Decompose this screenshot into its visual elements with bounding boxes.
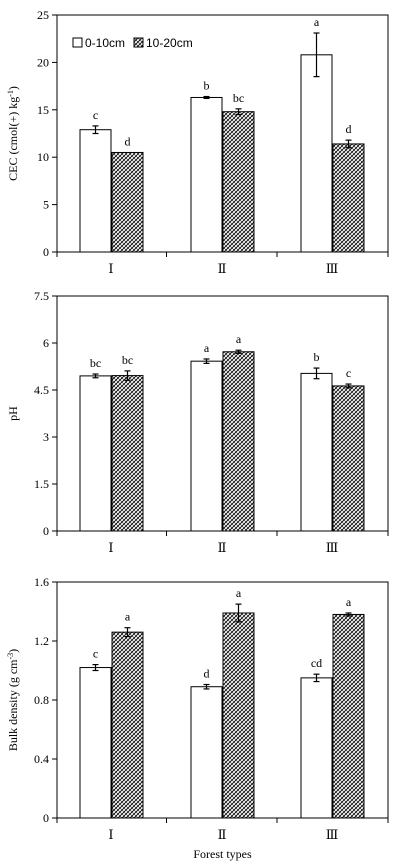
y-tick-label: 6 — [43, 336, 49, 350]
significance-label: d — [204, 667, 210, 681]
y-tick-label: 1.6 — [34, 575, 49, 589]
bar — [79, 129, 112, 253]
bar — [190, 686, 223, 819]
significance-label: cd — [311, 656, 322, 670]
significance-label: c — [93, 647, 98, 661]
significance-label: c — [93, 108, 98, 122]
y-tick-label: 1.5 — [34, 477, 49, 491]
x-tick-label: Ⅰ — [108, 261, 113, 276]
legend-swatch — [133, 37, 144, 48]
y-tick-label: 0 — [43, 245, 49, 259]
legend-swatch — [72, 37, 83, 48]
bar — [300, 677, 333, 819]
y-tick-label: 0.8 — [34, 693, 49, 707]
bar — [222, 612, 255, 819]
bar — [79, 375, 112, 532]
significance-label: bc — [233, 91, 244, 105]
y-tick-label: 0 — [43, 811, 49, 825]
bar — [190, 360, 223, 532]
bar — [79, 667, 112, 819]
significance-label: d — [125, 134, 131, 148]
legend: 0-10cm 10-20cm — [72, 36, 193, 50]
y-tick-label: 0 — [43, 524, 49, 538]
significance-label: b — [204, 79, 210, 93]
y-axis-label: pH — [6, 406, 20, 421]
bar — [111, 375, 144, 532]
x-tick-label: Ⅱ — [218, 540, 227, 555]
significance-label: a — [236, 332, 242, 346]
y-tick-label: 7.5 — [34, 289, 49, 303]
y-axis-label: CEC (cmol(+) kg-1) — [6, 86, 21, 181]
x-tick-label: Ⅲ — [326, 261, 339, 276]
chart-panel-1: 0 5 10 15 20 25 Ⅰ Ⅱ Ⅲ CEC (cmol(+) kg-1) c b a d bc d 0-… — [6, 8, 389, 276]
y-tick-label: 20 — [37, 55, 49, 69]
x-axis-label: Forest types — [193, 847, 252, 861]
significance-label: b — [314, 350, 320, 364]
y-tick-label: 5 — [43, 198, 49, 212]
y-tick-label: 25 — [37, 8, 49, 22]
y-tick-label: 4.5 — [34, 383, 49, 397]
x-tick-label: Ⅱ — [218, 827, 227, 842]
bar — [300, 54, 333, 253]
bar — [332, 385, 365, 532]
significance-label: bc — [90, 356, 101, 370]
x-tick-label: Ⅲ — [326, 827, 339, 842]
significance-label: a — [236, 586, 242, 600]
y-tick-label: 10 — [37, 150, 49, 164]
y-tick-label: 3 — [43, 430, 49, 444]
y-axis-label: Bulk density (g cm-3) — [6, 649, 21, 751]
legend-label: 10-20cm — [146, 36, 193, 50]
significance-label: d — [346, 122, 352, 136]
legend-label: 0-10cm — [85, 36, 125, 50]
y-tick-label: 15 — [37, 103, 49, 117]
x-tick-label: Ⅲ — [326, 540, 339, 555]
bar — [332, 143, 365, 253]
bar — [111, 631, 144, 819]
bar — [111, 151, 144, 253]
significance-label: a — [125, 610, 131, 624]
bar — [222, 111, 255, 253]
y-tick-label: 0.4 — [34, 752, 49, 766]
bar — [300, 372, 333, 532]
significance-label: bc — [122, 353, 133, 367]
x-tick-label: Ⅱ — [218, 261, 227, 276]
bar — [222, 351, 255, 532]
x-tick-label: Ⅰ — [108, 827, 113, 842]
significance-label: c — [346, 366, 351, 380]
significance-label: a — [314, 15, 320, 29]
bar — [190, 96, 223, 253]
significance-label: a — [204, 341, 210, 355]
significance-label: a — [346, 595, 352, 609]
x-tick-label: Ⅰ — [108, 540, 113, 555]
bar — [332, 613, 365, 819]
y-tick-label: 1.2 — [34, 634, 49, 648]
